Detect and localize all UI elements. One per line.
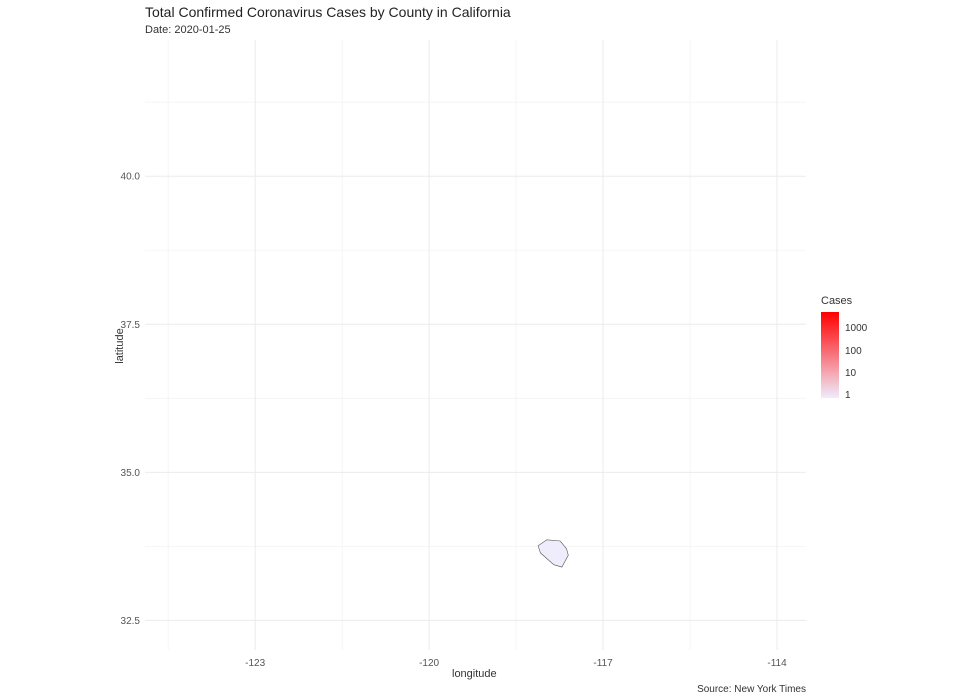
legend-title: Cases bbox=[821, 295, 853, 307]
x-tick-label: -123 bbox=[245, 658, 265, 669]
y-axis-label: latitude bbox=[114, 328, 126, 364]
y-tick-label: 37.5 bbox=[121, 320, 141, 331]
y-tick-label: 32.5 bbox=[121, 616, 141, 627]
legend-label-1000: 1000 bbox=[845, 323, 868, 334]
legend-label-1: 1 bbox=[845, 390, 851, 401]
x-axis-label: longitude bbox=[452, 668, 497, 680]
x-tick-label: -114 bbox=[767, 658, 787, 669]
legend-color-bar bbox=[821, 312, 839, 398]
chart-title: Total Confirmed Coronavirus Cases by Cou… bbox=[145, 4, 511, 20]
chart-caption: Source: New York Times bbox=[697, 684, 806, 695]
legend-label-10: 10 bbox=[845, 368, 857, 379]
chart-subtitle: Date: 2020-01-25 bbox=[145, 24, 231, 36]
county-region bbox=[537, 539, 569, 568]
legend-label-100: 100 bbox=[845, 346, 862, 357]
y-tick-label: 35.0 bbox=[121, 468, 141, 479]
x-tick-label: -120 bbox=[419, 658, 439, 669]
y-tick-label: 40.0 bbox=[121, 172, 141, 183]
x-tick-label: -117 bbox=[593, 658, 613, 669]
